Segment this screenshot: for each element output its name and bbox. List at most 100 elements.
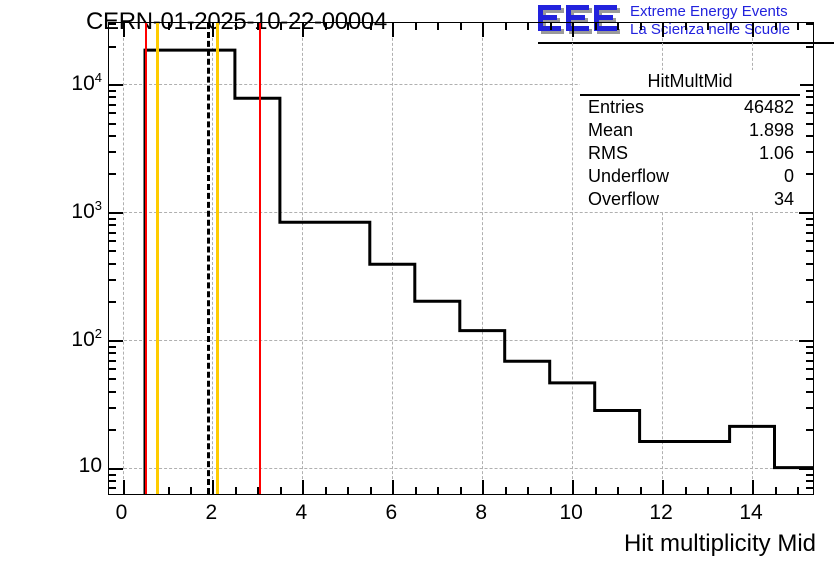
x-axis-major-tick xyxy=(302,480,305,494)
x-axis-minor-tick xyxy=(234,23,237,30)
x-axis-minor-tick xyxy=(527,487,530,494)
eee-logo-line2: La Scienza nelle Scuole xyxy=(630,21,791,38)
x-axis-minor-tick xyxy=(347,487,350,494)
y-axis-minor-tick xyxy=(806,390,813,393)
x-axis-major-tick xyxy=(572,480,575,494)
y-axis-major-tick xyxy=(799,211,813,214)
y-axis-minor-tick xyxy=(806,240,813,243)
x-axis-minor-tick xyxy=(167,487,170,494)
x-axis-minor-tick xyxy=(414,487,417,494)
stats-title: HitMultMid xyxy=(580,70,800,96)
x-axis-minor-tick xyxy=(347,23,350,30)
y-axis-minor-tick xyxy=(806,103,813,106)
x-axis-minor-tick xyxy=(684,23,687,30)
x-axis-minor-tick xyxy=(797,23,799,30)
x-axis-minor-tick xyxy=(617,487,620,494)
x-axis-minor-tick xyxy=(257,487,260,494)
stats-row-value: 46482 xyxy=(743,97,794,117)
y-axis-minor-tick xyxy=(806,45,813,48)
grid-line-horizontal xyxy=(109,467,813,469)
x-axis-minor-tick xyxy=(167,23,170,30)
y-axis-minor-tick xyxy=(806,150,813,153)
y-axis-minor-tick xyxy=(806,352,813,355)
grid-line-horizontal xyxy=(109,211,813,213)
y-axis-minor-tick xyxy=(806,487,813,490)
stats-row: Overflow 34 xyxy=(580,188,800,211)
x-axis-minor-tick xyxy=(257,23,260,30)
y-axis-minor-tick xyxy=(806,112,813,115)
stats-row-value: 34 xyxy=(773,189,794,209)
grid-line-vertical xyxy=(392,23,394,494)
y-axis-minor-tick xyxy=(806,301,813,304)
y-axis-minor-tick xyxy=(806,250,813,253)
stats-row: RMS 1.06 xyxy=(580,142,800,165)
x-axis-minor-tick xyxy=(549,23,552,30)
x-axis-minor-tick xyxy=(459,487,462,494)
y-axis-minor-tick xyxy=(806,173,813,176)
grid-line-vertical xyxy=(482,23,484,494)
x-axis-major-tick xyxy=(752,480,754,494)
x-axis-major-tick xyxy=(212,23,215,37)
stats-row-key: Entries xyxy=(588,97,645,117)
x-axis-minor-tick xyxy=(189,487,192,494)
stats-row-key: Mean xyxy=(588,120,634,140)
x-axis-minor-tick xyxy=(437,23,440,30)
x-axis-major-tick xyxy=(122,480,125,494)
y-axis-major-tick xyxy=(799,339,813,342)
stats-rows: Entries 46482 Mean 1.898 RMS 1.06 Underflow 0 Ov… xyxy=(580,96,800,211)
y-axis-minor-tick xyxy=(806,23,813,25)
x-axis-minor-tick xyxy=(594,23,597,30)
grid-line-vertical xyxy=(122,23,124,494)
y-axis-minor-tick xyxy=(806,122,813,125)
stats-row-value: 0 xyxy=(783,166,794,186)
y-axis-minor-tick xyxy=(109,103,116,106)
y-axis-minor-tick xyxy=(109,368,116,371)
y-axis-minor-tick xyxy=(109,96,116,99)
logo-underline xyxy=(538,42,834,44)
marker-line-red-low xyxy=(145,23,147,494)
x-axis-minor-tick xyxy=(797,487,799,494)
x-axis-minor-tick xyxy=(684,487,687,494)
x-axis-major-tick xyxy=(482,480,485,494)
x-axis-minor-tick xyxy=(774,487,777,494)
y-axis-minor-tick xyxy=(109,150,116,153)
stats-row-key: Overflow xyxy=(588,189,660,209)
y-axis-minor-tick xyxy=(109,406,116,409)
plot-frame xyxy=(108,22,814,495)
stats-row: Mean 1.898 xyxy=(580,119,800,142)
marker-line-orange-high xyxy=(215,23,219,494)
x-axis-minor-tick xyxy=(189,23,192,30)
stats-box[interactable]: HitMultMid Entries 46482 Mean 1.898 RMS 1.06 U… xyxy=(580,70,800,211)
x-axis-minor-tick xyxy=(414,23,417,30)
x-axis-minor-tick xyxy=(459,23,462,30)
y-axis-tick-label: 103 xyxy=(71,197,102,223)
x-axis-minor-tick xyxy=(707,23,710,30)
y-axis-tick-label: 10 xyxy=(78,453,102,477)
x-axis-minor-tick xyxy=(549,487,552,494)
plot-area xyxy=(109,23,813,494)
x-axis-minor-tick xyxy=(234,487,237,494)
eee-logo-text: Extreme Energy Events La Scienza nelle S… xyxy=(630,3,790,39)
x-axis-minor-tick xyxy=(639,487,642,494)
y-axis-minor-tick xyxy=(109,134,116,137)
x-axis-major-tick xyxy=(212,480,215,494)
y-axis-minor-tick xyxy=(109,262,116,265)
x-axis-tick-label: 10 xyxy=(559,501,583,524)
x-axis-minor-tick xyxy=(504,487,507,494)
stats-row-value: 1.06 xyxy=(758,143,794,163)
x-axis-minor-tick xyxy=(279,23,282,30)
x-axis-major-tick xyxy=(122,23,125,37)
x-axis-tick-label: 4 xyxy=(295,501,308,524)
y-axis-minor-tick xyxy=(109,301,116,304)
stats-row: Underflow 0 xyxy=(580,165,800,188)
x-axis-tick-label: 2 xyxy=(205,501,218,524)
grid-line-vertical xyxy=(302,23,304,494)
y-axis-minor-tick xyxy=(806,134,813,137)
grid-line-vertical xyxy=(212,23,214,494)
marker-line-orange-low xyxy=(156,23,160,494)
y-axis-minor-tick xyxy=(109,480,116,482)
x-axis-tick-label: 12 xyxy=(649,501,673,524)
y-axis-minor-tick xyxy=(806,89,813,92)
y-axis-minor-tick xyxy=(806,480,813,482)
y-axis-minor-tick xyxy=(109,23,116,25)
